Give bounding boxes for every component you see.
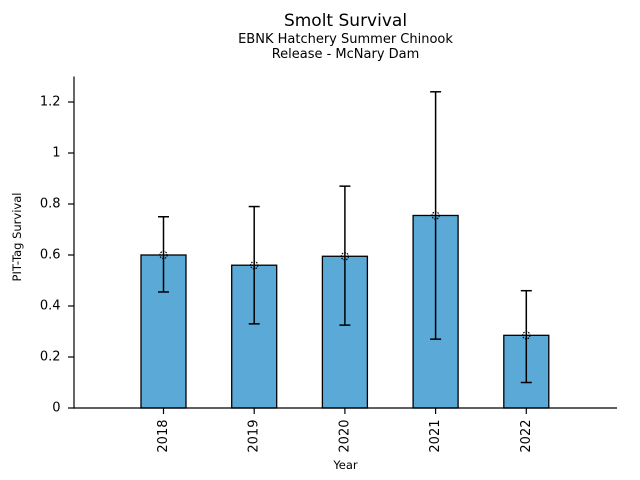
y-tick-label: 0.2: [40, 350, 61, 365]
y-tick-label: 1.2: [40, 95, 61, 110]
chart-subtitle-line2: Release - McNary Dam: [271, 47, 420, 62]
point-marker: [159, 250, 168, 260]
point-marker: [431, 211, 440, 220]
chart-subtitle-line1: EBNK Hatchery Summer Chinook: [238, 32, 453, 47]
x-tick-label: 2021: [428, 420, 443, 453]
x-tick-label: 2020: [337, 420, 352, 453]
y-tick-label: 1: [52, 146, 60, 161]
y-tick-label: 0.6: [40, 248, 61, 263]
point-marker: [249, 261, 259, 270]
point-marker: [522, 331, 531, 340]
x-tick-label: 2022: [519, 420, 534, 453]
y-tick-label: 0: [52, 401, 60, 416]
y-tick-label: 0.8: [40, 197, 61, 212]
point-marker: [340, 252, 350, 261]
x-tick-label: 2019: [247, 420, 262, 453]
y-axis-label: PIT-Tag Survival: [10, 192, 24, 282]
chart-title: Smolt Survival: [283, 11, 408, 31]
x-axis-label: Year: [333, 458, 358, 472]
x-tick-label: 2018: [156, 420, 171, 453]
y-tick-label: 0.4: [40, 299, 61, 314]
